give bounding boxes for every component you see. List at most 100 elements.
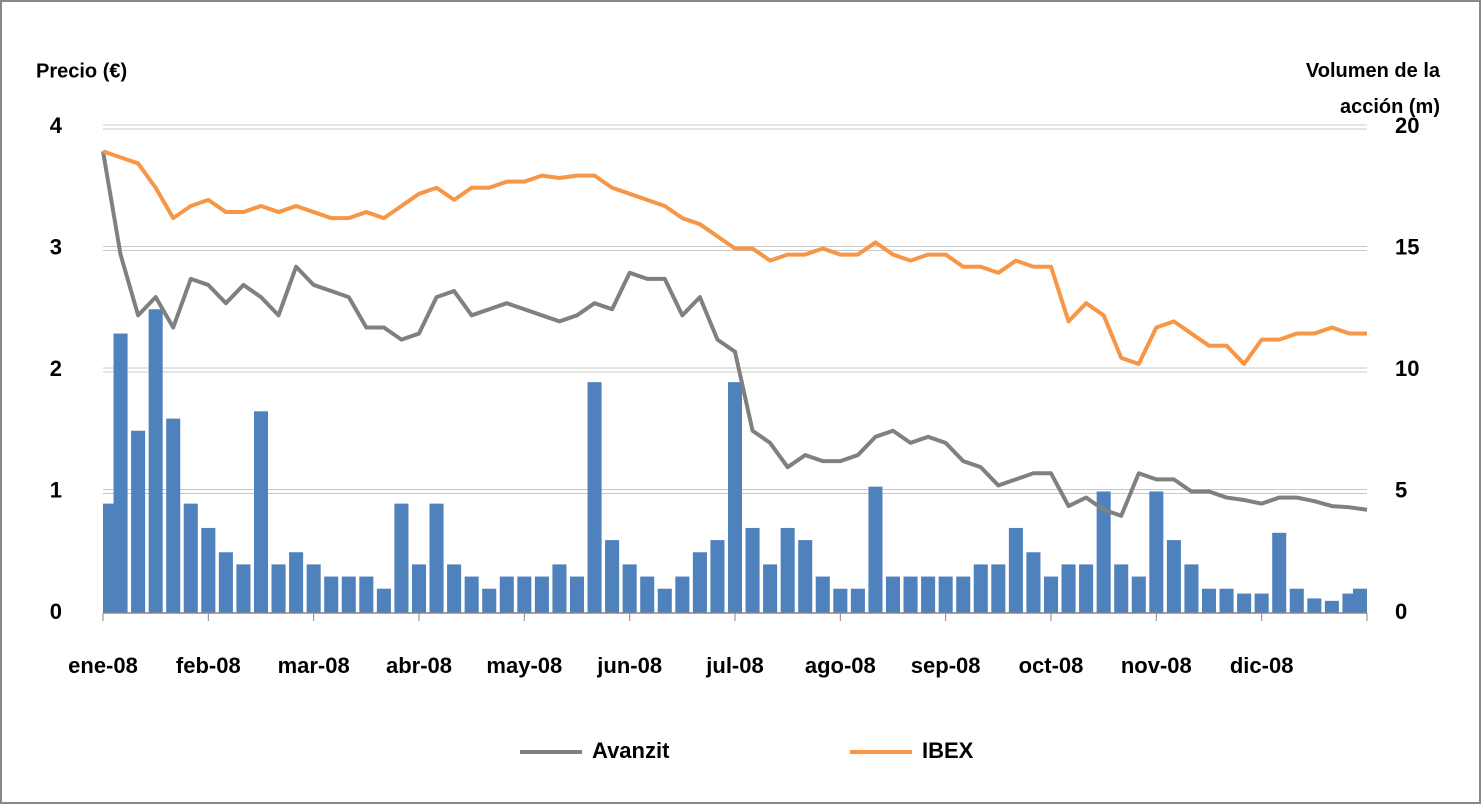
x-tick-label: mar-08 xyxy=(278,653,350,678)
legend-label: Avanzit xyxy=(592,738,670,763)
volume-bar xyxy=(306,564,321,613)
volume-bar xyxy=(956,576,971,613)
volume-bar xyxy=(657,588,672,613)
x-tick-label: feb-08 xyxy=(176,653,241,678)
volume-bar xyxy=(552,564,567,613)
volume-bar xyxy=(692,552,707,613)
volume-bar xyxy=(411,564,427,613)
volume-bar xyxy=(464,576,479,613)
volume-bar xyxy=(991,564,1006,613)
volume-bar xyxy=(1166,540,1181,613)
volume-bar xyxy=(218,552,233,613)
y-tick-label: 3 xyxy=(50,234,62,259)
volume-bar xyxy=(798,540,813,613)
volume-bar xyxy=(1219,588,1234,613)
volume-bar xyxy=(271,564,286,613)
volume-bar xyxy=(1307,598,1322,613)
volume-bar xyxy=(1184,564,1199,613)
volume-bar xyxy=(1237,593,1252,613)
y2-axis-label-line: acción (m) xyxy=(1340,96,1440,118)
y-tick-label: 0 xyxy=(50,599,62,624)
volume-bar xyxy=(727,382,743,613)
y2-tick-label: 0 xyxy=(1395,599,1407,624)
volume-bar xyxy=(710,540,725,613)
volume-bar xyxy=(1272,532,1287,613)
volume-bar xyxy=(201,527,216,613)
y2-axis-label-text: Volumen de la xyxy=(1306,60,1441,82)
volume-bar xyxy=(183,503,198,613)
volume-bar xyxy=(622,564,637,613)
volume-bar xyxy=(113,333,128,613)
volume-bar xyxy=(166,418,181,613)
volume-bar xyxy=(1131,576,1146,613)
volume-bar xyxy=(447,564,462,613)
volume-bar xyxy=(815,576,830,613)
price-line xyxy=(102,149,1367,366)
volume-bar xyxy=(675,576,690,613)
volume-bar xyxy=(1008,527,1023,613)
volume-bar xyxy=(745,527,760,613)
volume-bar xyxy=(1096,491,1111,613)
volume-bar xyxy=(1352,588,1367,613)
y2-tick-label: 5 xyxy=(1395,477,1407,502)
volume-bar xyxy=(605,540,620,613)
volume-bar xyxy=(763,564,778,613)
y2-axis-label: Volumen de la acción (m) xyxy=(1306,60,1441,118)
x-tick-label: oct-08 xyxy=(1019,653,1084,678)
volume-bar xyxy=(885,576,901,613)
volume-bar xyxy=(921,576,936,613)
volume-bar xyxy=(1061,564,1076,613)
volume-bar xyxy=(1114,564,1129,613)
volume-bar xyxy=(1026,552,1041,613)
volume-bar xyxy=(1289,588,1304,613)
volume-bar xyxy=(780,527,795,613)
x-tick-label: jun-08 xyxy=(596,653,662,678)
price-line xyxy=(101,150,1368,518)
y2-tick-label: 15 xyxy=(1395,234,1419,259)
volume-bar xyxy=(833,588,848,613)
volume-bar xyxy=(587,382,602,613)
volume-bar xyxy=(1149,491,1164,613)
volume-bar xyxy=(517,576,532,613)
volume-bar xyxy=(534,576,549,613)
volume-bar xyxy=(850,588,865,613)
volume-bar xyxy=(640,576,655,613)
x-tick-label: jul-08 xyxy=(705,653,763,678)
volume-bar xyxy=(499,576,514,613)
legend-label: IBEX xyxy=(922,738,974,763)
volume-bar xyxy=(253,411,269,613)
volume-bar xyxy=(973,564,988,613)
y-axis-label: Precio (€) xyxy=(36,60,127,82)
x-tick-label: may-08 xyxy=(486,653,562,678)
volume-bar xyxy=(394,503,409,613)
volume-bar xyxy=(148,309,163,613)
y-tick-label: 4 xyxy=(50,113,63,138)
volume-bar xyxy=(569,576,585,613)
volume-bar xyxy=(1079,564,1094,613)
volume-bar xyxy=(324,576,339,613)
volume-bar xyxy=(938,576,953,613)
volume-bar xyxy=(341,576,356,613)
x-tick-label: ene-08 xyxy=(68,653,138,678)
volume-bar xyxy=(376,588,391,613)
volume-bar xyxy=(1324,600,1339,613)
volume-bar xyxy=(482,588,497,613)
volume-bar xyxy=(429,503,444,613)
volume-bar xyxy=(1043,576,1059,613)
x-tick-label: ago-08 xyxy=(805,653,876,678)
volume-bar xyxy=(359,576,374,613)
y-tick-label: 2 xyxy=(50,356,62,381)
volume-bar xyxy=(1201,588,1217,613)
x-tick-label: abr-08 xyxy=(386,653,452,678)
volume-bar xyxy=(289,552,304,613)
volume-bar xyxy=(903,576,918,613)
y2-tick-label: 20 xyxy=(1395,113,1419,138)
y-tick-label: 1 xyxy=(50,477,62,502)
x-tick-label: dic-08 xyxy=(1230,653,1294,678)
volume-bar xyxy=(131,430,146,613)
volume-bar xyxy=(868,486,883,613)
x-tick-label: nov-08 xyxy=(1121,653,1192,678)
x-tick-label: sep-08 xyxy=(911,653,981,678)
volume-bar xyxy=(236,564,251,613)
